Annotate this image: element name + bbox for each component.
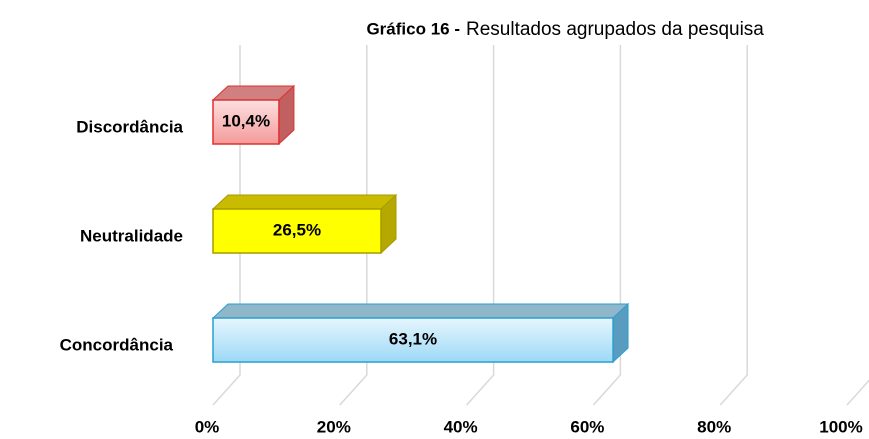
y-tick-label: Concordância [60,335,174,354]
value-label: 10,4% [222,111,270,130]
bar-top [211,303,630,319]
value-label: 26,5% [273,220,321,239]
grid-line [719,45,748,406]
x-tick-label: 40% [444,417,478,436]
grid-line [339,45,368,406]
bar [212,208,382,254]
x-tick-label: 0% [195,417,220,436]
bar-top [211,194,398,210]
bar [212,99,280,145]
x-tick-label: 60% [570,417,604,436]
chart-title-label: Gráfico 16 - [366,19,460,38]
bar [212,317,614,363]
x-tick-label: 20% [317,417,351,436]
grid-line [846,379,869,406]
grid-line [212,45,241,406]
y-tick-label: Neutralidade [80,226,183,245]
grid-line [592,45,622,406]
grid-line [466,45,495,406]
value-label: 63,1% [389,329,437,348]
chart-title: Resultados agrupados da pesquisa [466,19,764,40]
x-tick-label: 80% [697,417,731,436]
y-tick-label: Discordância [76,117,183,136]
x-tick-label: 100% [819,417,862,436]
